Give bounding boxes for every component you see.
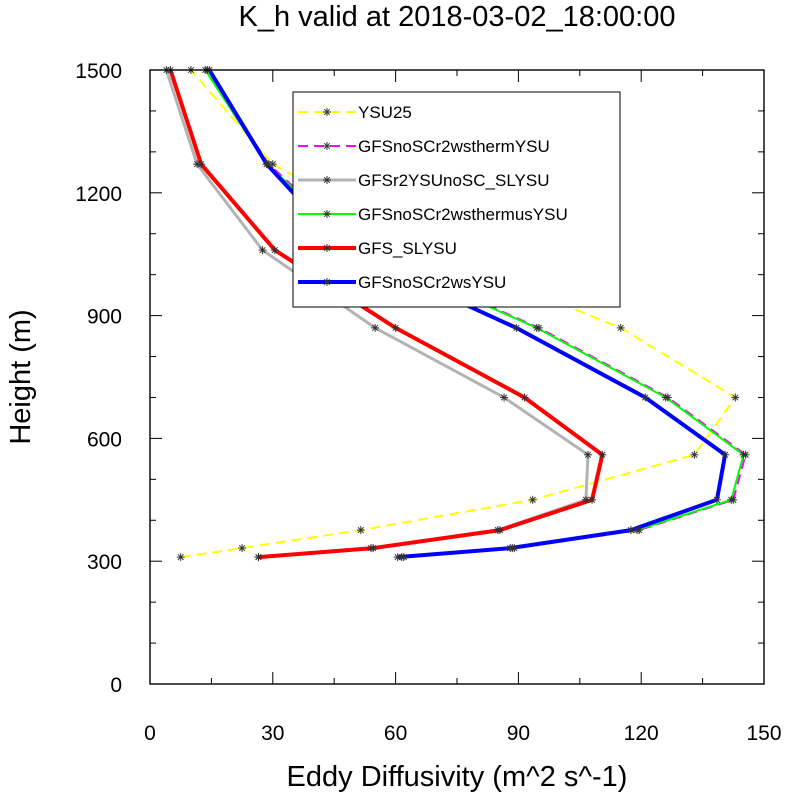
y-tick-label: 300 [87,551,122,574]
series-gfsnoscr2wsthermusysu-point [661,393,670,402]
chart-title: K_h valid at 2018-03-02_18:00:00 [239,1,676,33]
legend-gfsnoscr2wsthermusysu-label: GFSnoSCr2wsthermusYSU [358,205,568,224]
y-tick-label: 1500 [75,60,122,83]
legend-ysu25-marker [323,108,331,116]
series-ysu25-point [238,544,247,553]
legend: YSU25 GFSnoSCr2wsthermYSU GFSr2YSUnoSC_SLY… [292,91,621,308]
series-gfsnoscr2wsthermusysu-point [727,495,736,504]
legend-gfsnoscr2wsthermusysu-marker [323,210,331,218]
legend-gfsnoscr2wsysu-marker [323,278,331,286]
series-gfs-slysu-point [270,246,279,255]
x-tick-label: 0 [144,722,156,745]
series-ysu25-point [528,495,537,504]
legend-gfsnoscr2wsysu-label: GFSnoSCr2wsYSU [358,273,506,292]
series-gfs-slysu-point [495,526,504,535]
series-gfsnoscr2wsthermusysu-point [532,323,541,332]
series-gfsnoscr2wsysu-point [262,160,271,169]
legend-gfsnoscr2wsthermysu-label: GFSnoSCr2wsthermYSU [358,137,550,156]
series-gfsnoscr2wsysu-point [393,553,402,562]
series-ysu25-point [356,526,365,535]
series-gfs-slysu-line [168,69,605,560]
legend-gfsr2ysunosc-slysu-label: GFSr2YSUnoSC_SLYSU [358,171,549,190]
x-tick-label: 60 [384,722,407,745]
x-tick-label: 120 [624,722,659,745]
series-gfsnoscr2wsysu-point [641,393,650,402]
x-tick-label: 150 [746,722,781,745]
series-gfs-slysu-point [598,450,607,459]
series-gfs-slysu-point [254,553,263,562]
series-gfs-slysu-point [391,323,400,332]
series-gfsr2ysunosc-slysu-point [258,246,267,255]
y-tick-label: 600 [87,428,122,451]
plot-frame [149,69,765,685]
x-tick-label: 90 [507,722,530,745]
series-ysu25-point [616,323,625,332]
series-ysu25-point [731,393,740,402]
series-gfsnoscr2wsysu-point [721,450,730,459]
series-gfs-slysu-point [520,393,529,402]
x-tick-label: 30 [261,722,284,745]
series-ysu25-point [176,553,185,562]
legend-gfsr2ysunosc-slysu-marker [323,176,331,184]
series-gfs-slysu-point [588,495,597,504]
series-gfsr2ysunosc-slysu-point [500,393,509,402]
series-gfsr2ysunosc-slysu-point [371,323,380,332]
x-axis-label: Eddy Diffusivity (m^2 s^-1) [287,761,628,793]
y-axis-label: Height (m) [5,309,37,444]
series-gfsr2ysunosc-slysu-point [583,450,592,459]
series-gfs-slysu-point [369,544,378,553]
series-gfsnoscr2wsysu-point [626,526,635,535]
series-gfsnoscr2wsysu-point [712,495,721,504]
legend-gfs-slysu-label: GFS_SLYSU [358,239,457,258]
legend-ysu25-label: YSU25 [358,103,412,122]
legend-gfsnoscr2wsthermysu-marker [323,142,331,150]
series-gfsnoscr2wsthermusysu-point [739,450,748,459]
legend-box [292,91,621,308]
series-gfsnoscr2wsysu-point [506,544,515,553]
y-tick-label: 1200 [75,183,122,206]
series-gfsnoscr2wsysu-point [512,323,521,332]
series-gfs-slysu-point [197,160,206,169]
series-ysu25-point [690,450,699,459]
legend-gfs-slysu-marker [323,244,331,252]
y-tick-label: 0 [110,674,122,697]
y-tick-label: 900 [87,306,122,329]
